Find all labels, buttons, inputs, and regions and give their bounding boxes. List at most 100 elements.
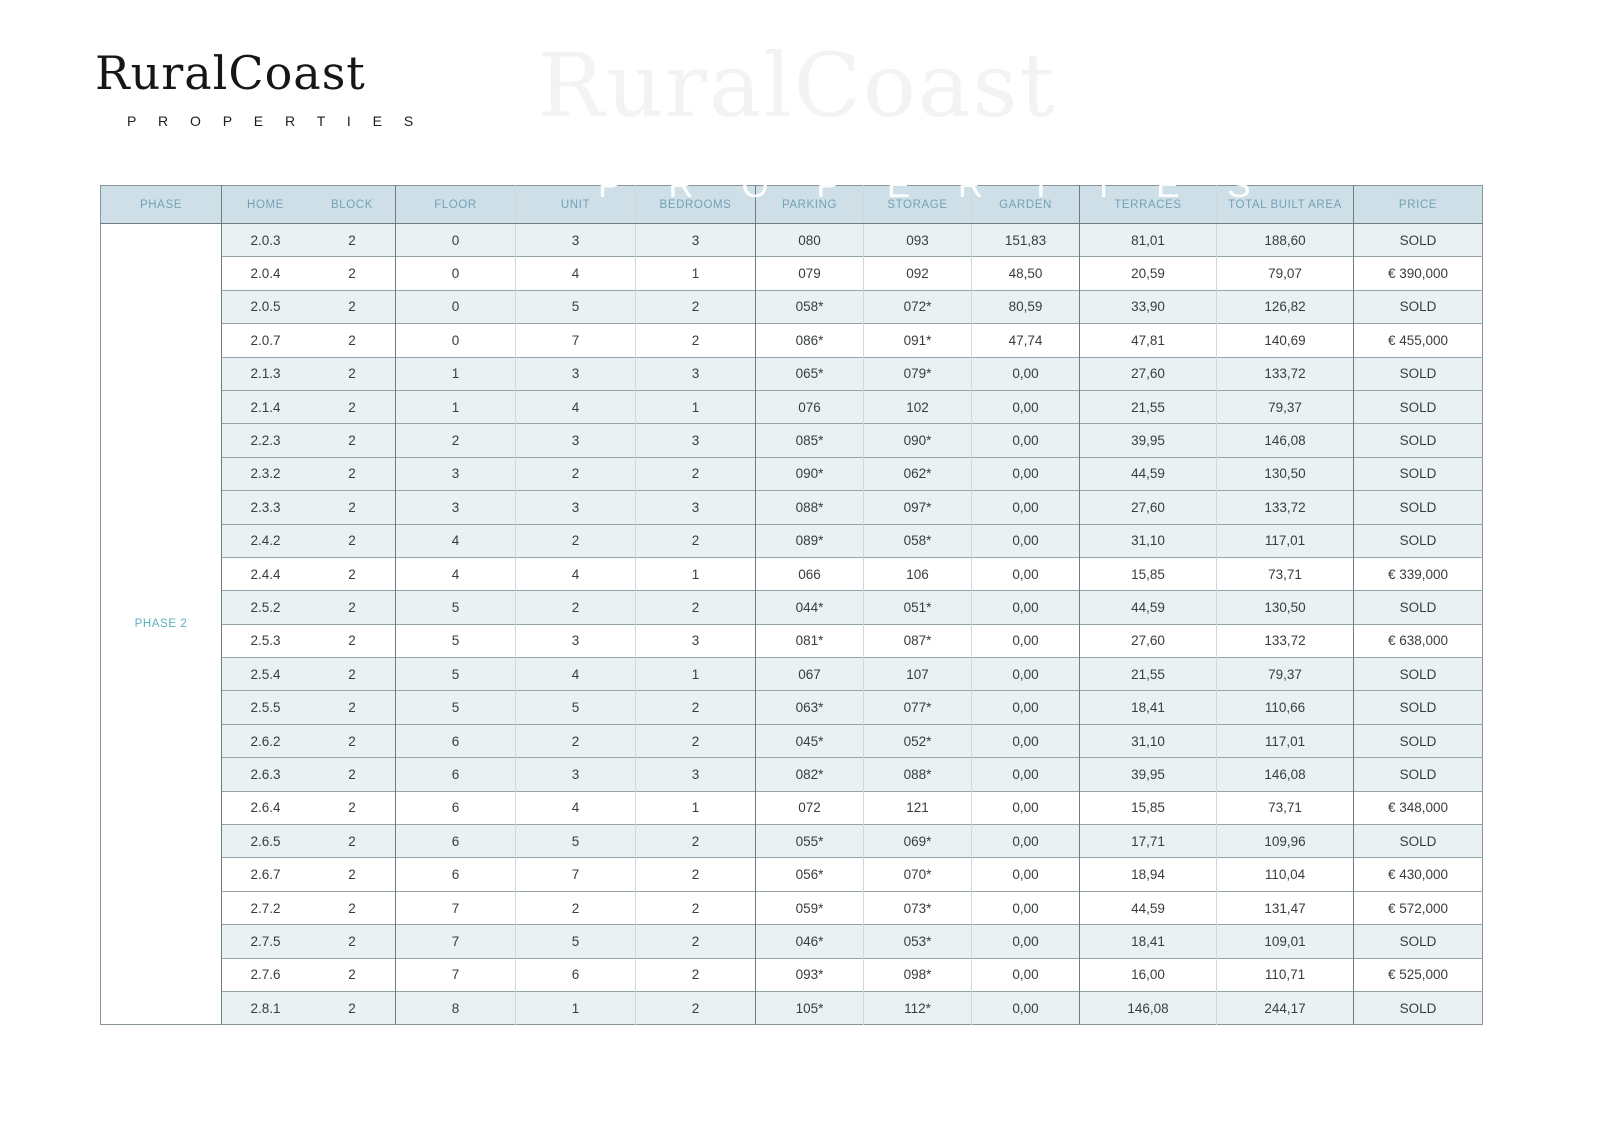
cell-unit: 5 — [515, 824, 636, 858]
cell-parking: 044* — [755, 590, 864, 625]
cell-terraces: 44,59 — [1079, 890, 1217, 925]
cell-floor: 6 — [395, 790, 516, 825]
cell-garden: 0,00 — [971, 890, 1080, 925]
cell-home: 2.5.5 — [221, 690, 309, 725]
cell-parking: 076 — [755, 389, 864, 424]
cell-block: 2 — [309, 222, 396, 257]
cell-unit: 7 — [515, 323, 636, 358]
cell-block: 2 — [309, 723, 396, 758]
cell-price: SOLD — [1353, 924, 1483, 959]
cell-home: 2.6.5 — [221, 824, 309, 858]
col-header-storage: STORAGE — [863, 185, 972, 224]
cell-storage: 053* — [863, 924, 972, 959]
cell-home: 2.6.2 — [221, 723, 309, 758]
table-row: 2.4.4 2 4 4 1 066 106 0,00 15,85 73,71 € 339,000 — [101, 556, 1483, 591]
cell-home: 2.8.1 — [221, 990, 309, 1025]
cell-block: 2 — [309, 690, 396, 725]
table-row: 2.0.7 2 0 7 2 086* 091* 47,74 47,81 140,69 € 455,0… — [101, 323, 1483, 358]
cell-storage: 091* — [863, 323, 972, 358]
cell-total-built-area: 117,01 — [1216, 723, 1354, 758]
cell-terraces: 27,60 — [1079, 356, 1217, 391]
cell-terraces: 15,85 — [1079, 790, 1217, 825]
cell-unit: 2 — [515, 523, 636, 558]
cell-total-built-area: 110,04 — [1216, 857, 1354, 892]
cell-total-built-area: 117,01 — [1216, 523, 1354, 558]
cell-home: 2.5.2 — [221, 590, 309, 625]
cell-floor: 0 — [395, 222, 516, 257]
cell-total-built-area: 109,96 — [1216, 824, 1354, 858]
cell-parking: 063* — [755, 690, 864, 725]
cell-floor: 6 — [395, 723, 516, 758]
cell-storage: 070* — [863, 857, 972, 892]
cell-unit: 3 — [515, 356, 636, 391]
cell-terraces: 146,08 — [1079, 990, 1217, 1025]
cell-bedrooms: 2 — [635, 590, 756, 625]
table-row: 2.5.5 2 5 5 2 063* 077* 0,00 18,41 110,66 SOLD — [101, 690, 1483, 725]
cell-price: € 572,000 — [1353, 890, 1483, 925]
cell-garden: 0,00 — [971, 590, 1080, 625]
col-header-phase: PHASE — [100, 185, 222, 224]
cell-terraces: 20,59 — [1079, 256, 1217, 291]
cell-total-built-area: 130,50 — [1216, 590, 1354, 625]
cell-total-built-area: 130,50 — [1216, 456, 1354, 491]
col-header-floor: FLOOR — [395, 185, 516, 224]
cell-total-built-area: 109,01 — [1216, 924, 1354, 959]
cell-price: SOLD — [1353, 990, 1483, 1025]
cell-floor: 7 — [395, 924, 516, 959]
cell-total-built-area: 79,07 — [1216, 256, 1354, 291]
cell-storage: 079* — [863, 356, 972, 391]
cell-garden: 0,00 — [971, 690, 1080, 725]
cell-block: 2 — [309, 256, 396, 291]
cell-unit: 4 — [515, 256, 636, 291]
cell-parking: 082* — [755, 757, 864, 792]
cell-terraces: 21,55 — [1079, 657, 1217, 691]
cell-unit: 4 — [515, 556, 636, 591]
cell-home: 2.0.7 — [221, 323, 309, 358]
cell-price: SOLD — [1353, 723, 1483, 758]
cell-bedrooms: 3 — [635, 222, 756, 257]
logo-brand-text: RuralCoast — [95, 46, 366, 100]
cell-terraces: 39,95 — [1079, 423, 1217, 458]
cell-total-built-area: 110,66 — [1216, 690, 1354, 725]
table-row: 2.7.2 2 7 2 2 059* 073* 0,00 44,59 131,47 € 572,00… — [101, 890, 1483, 925]
cell-unit: 4 — [515, 389, 636, 424]
cell-parking: 093* — [755, 957, 864, 992]
cell-price: € 455,000 — [1353, 323, 1483, 358]
logo-tagline-text: P R O P E R T I E S — [127, 112, 423, 129]
cell-price: SOLD — [1353, 423, 1483, 458]
cell-terraces: 18,41 — [1079, 690, 1217, 725]
cell-unit: 6 — [515, 957, 636, 992]
cell-block: 2 — [309, 356, 396, 391]
cell-bedrooms: 2 — [635, 824, 756, 858]
cell-parking: 066 — [755, 556, 864, 591]
cell-floor: 7 — [395, 957, 516, 992]
cell-parking: 046* — [755, 924, 864, 959]
cell-parking: 089* — [755, 523, 864, 558]
cell-floor: 5 — [395, 590, 516, 625]
cell-garden: 0,00 — [971, 857, 1080, 892]
cell-floor: 6 — [395, 824, 516, 858]
cell-storage: 087* — [863, 623, 972, 658]
cell-block: 2 — [309, 323, 396, 358]
cell-storage: 051* — [863, 590, 972, 625]
cell-block: 2 — [309, 924, 396, 959]
cell-garden: 0,00 — [971, 824, 1080, 858]
cell-garden: 0,00 — [971, 790, 1080, 825]
cell-home: 2.1.4 — [221, 389, 309, 424]
cell-storage: 052* — [863, 723, 972, 758]
cell-parking: 086* — [755, 323, 864, 358]
cell-unit: 2 — [515, 590, 636, 625]
cell-parking: 090* — [755, 456, 864, 491]
cell-price: € 390,000 — [1353, 256, 1483, 291]
cell-parking: 088* — [755, 490, 864, 525]
cell-parking: 045* — [755, 723, 864, 758]
cell-block: 2 — [309, 490, 396, 525]
cell-total-built-area: 133,72 — [1216, 623, 1354, 658]
cell-unit: 2 — [515, 890, 636, 925]
cell-floor: 3 — [395, 490, 516, 525]
cell-home: 2.7.5 — [221, 924, 309, 959]
table-row: 2.6.4 2 6 4 1 072 121 0,00 15,85 73,71 € 348,000 — [101, 790, 1483, 825]
cell-terraces: 31,10 — [1079, 523, 1217, 558]
table-row: 2.4.2 2 4 2 2 089* 058* 0,00 31,10 117,01 SOLD — [101, 523, 1483, 558]
cell-storage: 102 — [863, 389, 972, 424]
